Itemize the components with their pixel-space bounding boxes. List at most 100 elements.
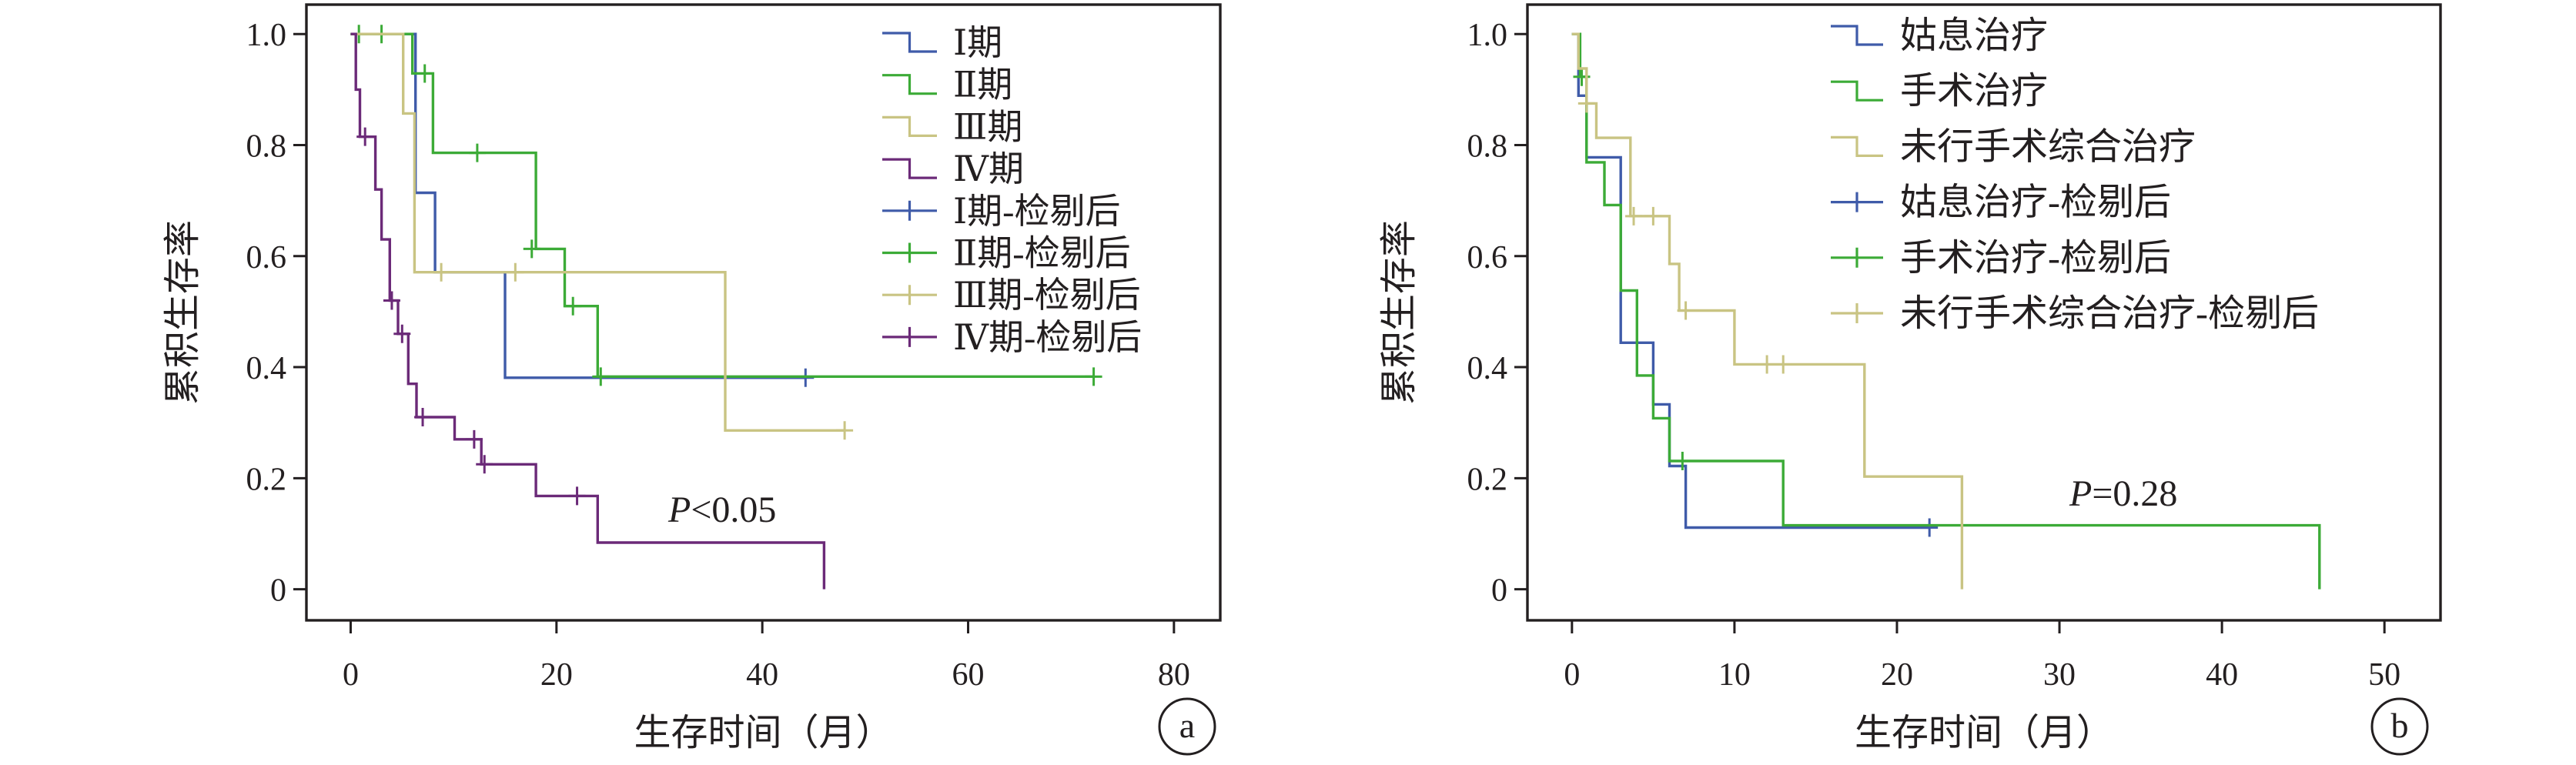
censor-mark-series-2 bbox=[1085, 367, 1102, 386]
censor-mark-series-4 bbox=[476, 455, 493, 474]
x-tick-label: 0 bbox=[343, 657, 359, 693]
legend-label-censored: 未行手术综合治疗-检剔后 bbox=[1900, 293, 2319, 334]
censor-mark-series-4 bbox=[414, 407, 432, 426]
legend-label-censored: Ⅳ期-检剔后 bbox=[953, 318, 1142, 357]
censor-mark-series-2 bbox=[416, 64, 433, 83]
censor-mark-series-3 bbox=[507, 262, 524, 282]
legend-label: Ⅲ期 bbox=[953, 107, 1022, 146]
x-tick-label: 80 bbox=[1158, 657, 1190, 693]
panel-label-circle bbox=[1158, 697, 1216, 756]
x-tick-label: 20 bbox=[1881, 657, 1913, 693]
legend-label-censored: 手术治疗-检剔后 bbox=[1900, 238, 2171, 279]
censor-mark-series-1 bbox=[1921, 518, 1939, 537]
censor-mark-series-3 bbox=[1644, 206, 1662, 225]
x-tick-label: 60 bbox=[952, 657, 985, 693]
y-tick-label: 1.0 bbox=[1467, 18, 1508, 53]
censor-mark-series-4 bbox=[465, 429, 483, 449]
censor-mark-series-4 bbox=[383, 291, 400, 310]
y-tick-label: 0.2 bbox=[1467, 462, 1508, 497]
y-tick-label: 0.8 bbox=[246, 129, 287, 165]
p-symbol: P bbox=[667, 489, 691, 530]
y-tick-label: 0.4 bbox=[246, 351, 287, 386]
censor-mark-series-3 bbox=[836, 421, 854, 440]
censor-mark-series-2 bbox=[468, 143, 486, 162]
p-value-annotation: P=0.28 bbox=[2069, 473, 2177, 514]
x-axis-label: 生存时间（月） bbox=[634, 713, 892, 753]
legend-label-censored: 姑息治疗-检剔后 bbox=[1900, 182, 2171, 223]
chart-panel-1: 0 20 40 60 8000.20.40.60.81.0生存时间（月）累积生存率Ⅰ期Ⅱ… bbox=[162, 3, 1222, 756]
legend-label: 手术治疗 bbox=[1900, 71, 2048, 112]
censor-mark-series-3 bbox=[1775, 355, 1792, 374]
y-tick-label: 1.0 bbox=[246, 18, 287, 53]
y-axis-label: 累积生存率 bbox=[162, 220, 203, 405]
legend-swatch-curve bbox=[882, 158, 937, 179]
censor-mark-series-3 bbox=[433, 262, 450, 282]
p-value: =0.28 bbox=[2092, 473, 2177, 514]
legend-swatch-curve bbox=[882, 115, 937, 137]
legend-swatch-censor bbox=[882, 285, 937, 306]
censor-mark-series-2 bbox=[1674, 451, 1691, 470]
legend-swatch-curve bbox=[1831, 135, 1883, 157]
legend-label-censored: Ⅰ期-检剔后 bbox=[953, 192, 1121, 231]
x-tick-label: 0 bbox=[1564, 657, 1580, 693]
censor-mark-series-2 bbox=[523, 239, 540, 259]
panel-label: a bbox=[1179, 706, 1195, 745]
censor-mark-series-3 bbox=[1625, 206, 1643, 225]
legend-label-censored: Ⅱ期-检剔后 bbox=[953, 234, 1131, 273]
legend-swatch-censor bbox=[1831, 192, 1883, 212]
x-axis-label: 生存时间（月） bbox=[1855, 713, 2113, 753]
censor-mark-series-2 bbox=[564, 296, 582, 316]
legend-swatch-curve bbox=[882, 74, 937, 95]
panel-label-circle bbox=[2370, 697, 2429, 756]
y-tick-label: 0.6 bbox=[246, 240, 287, 276]
legend: 姑息治疗手术治疗未行手术综合治疗姑息治疗-检剔后手术治疗-检剔后未行手术综合治疗… bbox=[1831, 15, 2319, 334]
censor-mark-series-4 bbox=[356, 127, 374, 146]
y-tick-label: 0.4 bbox=[1467, 351, 1508, 386]
legend-swatch-censor bbox=[1831, 247, 1883, 268]
km-curve-series-1 bbox=[350, 32, 806, 379]
x-tick-label: 40 bbox=[746, 657, 778, 693]
chart-panel-2: 0 10 20 30 40 50 0 0.2 0.4 0.6 0.8 1.0 生存时间（月） 累积生存率 姑… bbox=[1379, 3, 2442, 756]
legend-label: Ⅳ期 bbox=[953, 149, 1024, 189]
p-value: <0.05 bbox=[691, 489, 776, 530]
km-curve-series-3 bbox=[1571, 32, 1964, 590]
legend-label: 姑息治疗 bbox=[1900, 15, 2048, 56]
km-curve-series-3 bbox=[350, 32, 845, 432]
legend-swatch-censor bbox=[882, 326, 937, 347]
y-tick-label: 0.2 bbox=[246, 462, 287, 497]
x-tick-label: 10 bbox=[1718, 657, 1751, 693]
censor-mark-series-2 bbox=[592, 367, 610, 386]
censor-mark-series-3 bbox=[1577, 94, 1595, 113]
censor-mark-series-4 bbox=[568, 486, 586, 506]
p-value-annotation: P<0.05 bbox=[667, 489, 776, 530]
censor-mark-series-3 bbox=[1677, 301, 1694, 320]
y-axis-label: 累积生存率 bbox=[1379, 220, 1420, 405]
legend-swatch-curve bbox=[1831, 80, 1883, 102]
x-tick-label: 40 bbox=[2206, 657, 2238, 693]
legend-swatch-curve bbox=[1831, 25, 1883, 46]
censor-mark-series-3 bbox=[1758, 355, 1776, 374]
censor-mark-series-4 bbox=[393, 324, 411, 343]
x-tick-label: 20 bbox=[540, 657, 573, 693]
km-curve-series-1 bbox=[1571, 32, 1930, 529]
legend-swatch-censor bbox=[882, 200, 937, 221]
panel-label: b bbox=[2391, 706, 2409, 745]
y-tick-label: 0.6 bbox=[1467, 240, 1508, 276]
legend-swatch-curve bbox=[882, 32, 937, 53]
x-tick-label: 50 bbox=[2368, 657, 2400, 693]
y-tick-label: 0 bbox=[270, 573, 286, 609]
legend-label: Ⅱ期 bbox=[953, 65, 1012, 105]
y-tick-label: 0.8 bbox=[1467, 129, 1508, 165]
legend-swatch-censor bbox=[1831, 303, 1883, 323]
legend-label: 未行手术综合治疗 bbox=[1900, 126, 2196, 167]
legend-label: Ⅰ期 bbox=[953, 23, 1002, 62]
p-symbol: P bbox=[2069, 473, 2092, 514]
plot-frame bbox=[1526, 3, 2442, 622]
km-curve-series-2 bbox=[350, 32, 1094, 378]
x-tick-label: 30 bbox=[2043, 657, 2076, 693]
legend-swatch-censor bbox=[882, 242, 937, 263]
legend-label-censored: Ⅲ期-检剔后 bbox=[953, 276, 1141, 315]
y-tick-label: 0 bbox=[1491, 573, 1507, 609]
